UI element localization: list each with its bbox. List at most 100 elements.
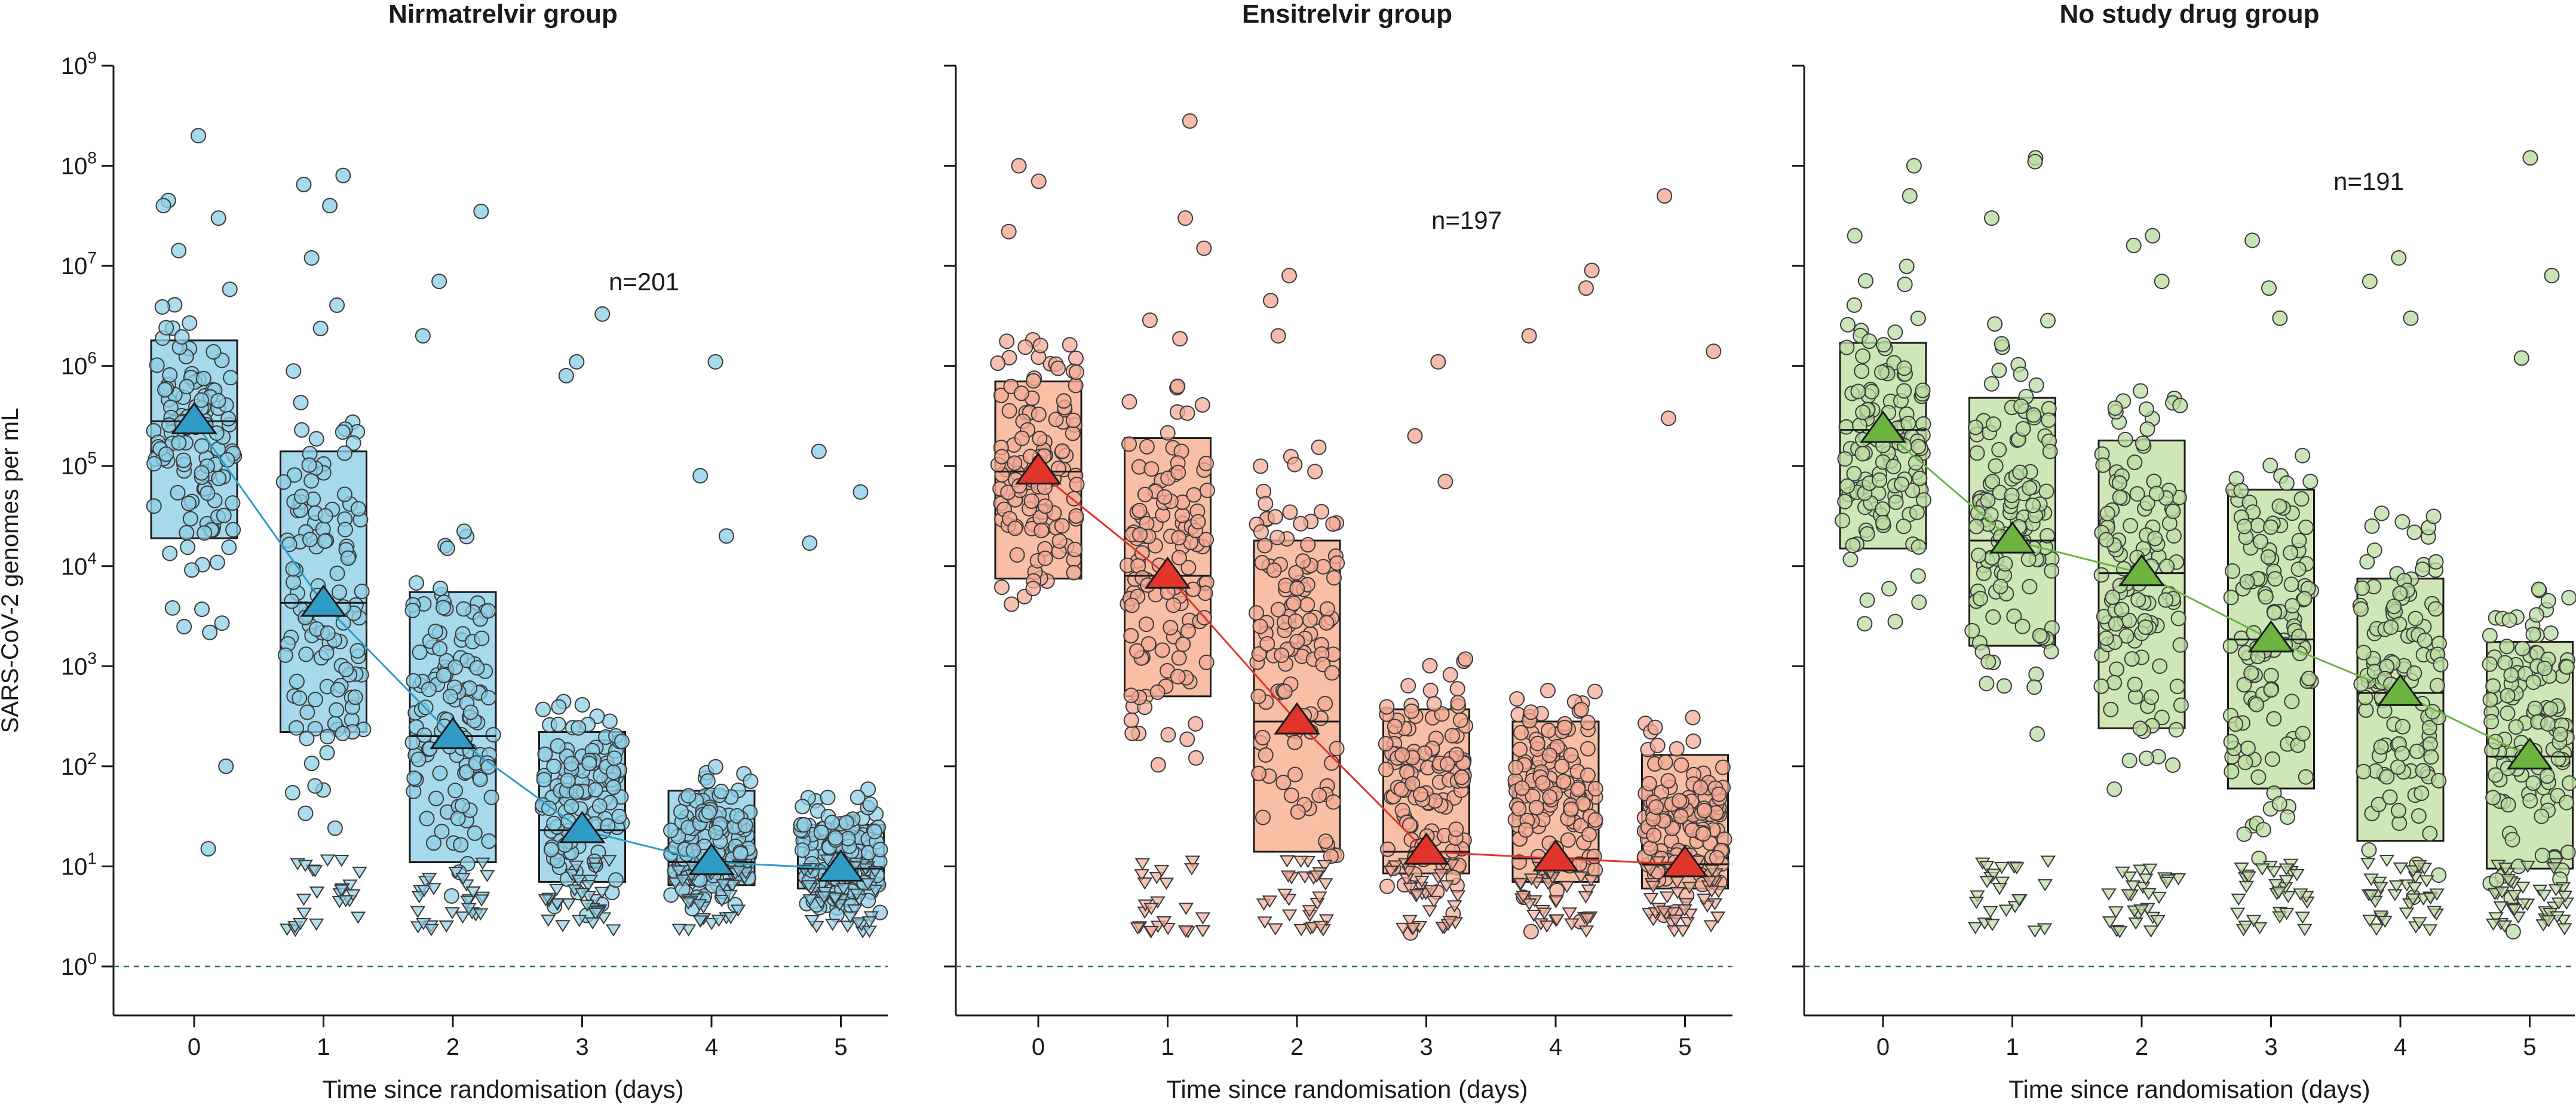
data-point (1068, 350, 1084, 366)
below-lod-point (2363, 889, 2379, 903)
below-lod-point (1277, 888, 1293, 901)
data-point (1180, 623, 1196, 639)
below-lod-point (2159, 876, 2175, 889)
data-point (546, 815, 562, 831)
data-point (796, 817, 812, 833)
data-point (182, 315, 198, 331)
below-lod-point (338, 895, 354, 908)
data-point (1171, 550, 1187, 566)
data-point (1378, 736, 1394, 752)
data-point (1198, 654, 1215, 670)
below-lod-point (840, 920, 855, 933)
data-point (1254, 555, 1270, 571)
data-point (218, 758, 234, 774)
data-point (293, 395, 309, 411)
mean-marker (2118, 554, 2165, 587)
below-lod-point (2278, 907, 2295, 920)
sample-size-label: n=191 (2333, 167, 2404, 195)
below-lod-point (2011, 894, 2027, 907)
data-point (2488, 767, 2504, 783)
data-point (146, 456, 162, 472)
data-point (1872, 472, 1888, 488)
data-point (2123, 518, 2139, 534)
data-point (2283, 545, 2299, 561)
below-lod-point (1185, 855, 1201, 868)
below-lod-point (1539, 920, 1555, 933)
data-point (1570, 781, 1586, 797)
below-lod-point (309, 886, 325, 899)
data-point (1318, 615, 1335, 631)
data-point (2041, 412, 2057, 428)
below-lod-point (680, 897, 696, 910)
data-point (1190, 514, 1206, 530)
data-point (2014, 618, 2031, 634)
data-point (1448, 821, 1464, 837)
y-tick-exponent: 8 (87, 149, 97, 167)
below-lod-point (1562, 907, 1578, 920)
data-point (2501, 612, 2517, 628)
data-point (1587, 683, 1603, 699)
data-point (2261, 280, 2277, 296)
x-tick-label: 4 (705, 1034, 718, 1060)
data-point (2560, 844, 2576, 860)
below-lod-point (1414, 875, 1430, 888)
x-tick-label: 1 (1161, 1034, 1174, 1060)
data-point (1511, 801, 1527, 817)
below-lod-point (1293, 855, 1309, 868)
data-point (1129, 643, 1145, 659)
data-point (337, 486, 353, 502)
data-point (1270, 601, 1286, 618)
below-lod-point (2142, 863, 2158, 876)
data-point (2540, 593, 2556, 609)
data-point (2258, 589, 2274, 605)
data-point (2154, 710, 2170, 726)
data-point (1521, 328, 1537, 344)
data-point (1186, 487, 1202, 503)
below-lod-point (1573, 871, 1589, 884)
below-lod-point (2548, 884, 2564, 897)
data-point (431, 274, 447, 290)
data-point (1541, 722, 1557, 738)
below-lod-point (1522, 898, 1537, 911)
data-point (850, 789, 866, 805)
data-point (2044, 563, 2060, 579)
below-lod-point (816, 891, 832, 904)
data-point (1068, 378, 1084, 394)
data-point (1379, 878, 1396, 894)
data-point (2373, 739, 2389, 755)
data-point (2098, 532, 2114, 548)
data-point (2403, 310, 2419, 326)
data-point (1170, 378, 1186, 394)
data-point (349, 643, 366, 659)
data-point (1270, 328, 1286, 344)
data-point (179, 524, 195, 541)
data-point (327, 820, 343, 836)
below-lod-point (1967, 922, 1983, 935)
data-point (692, 468, 709, 484)
below-lod-point (2498, 863, 2513, 875)
data-point (1835, 512, 1851, 529)
data-point (1054, 443, 1071, 459)
data-point (1037, 498, 1053, 514)
data-point (2409, 743, 2425, 759)
data-point (1896, 383, 1912, 399)
data-point (743, 773, 759, 789)
data-point (1580, 767, 1596, 783)
below-lod-point (1442, 916, 1458, 928)
data-point (1873, 364, 1890, 380)
data-point (469, 660, 485, 676)
below-lod-point (824, 919, 841, 931)
data-point (220, 410, 237, 426)
data-point (1845, 538, 1861, 554)
data-point (330, 682, 346, 698)
data-point (1009, 547, 1025, 563)
data-point (1859, 592, 1875, 608)
below-lod-point (1281, 909, 1298, 922)
data-point (340, 550, 356, 566)
data-point (1657, 754, 1673, 771)
below-lod-point (1383, 866, 1399, 878)
data-point (432, 640, 448, 656)
data-point (2415, 561, 2431, 578)
data-point (299, 704, 315, 720)
below-lod-point (1659, 891, 1675, 904)
